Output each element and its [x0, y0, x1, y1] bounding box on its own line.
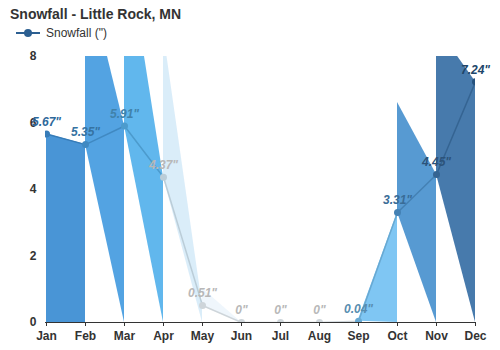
svg-text:0.04": 0.04": [344, 302, 373, 316]
svg-text:4.45": 4.45": [421, 155, 451, 169]
svg-text:Jan: Jan: [36, 329, 57, 343]
html-text:Snowfall ("): Snowfall ("): [46, 26, 107, 40]
svg-text:Oct: Oct: [387, 329, 407, 343]
svg-text:Jul: Jul: [272, 329, 289, 343]
svg-text:4: 4: [30, 182, 37, 196]
svg-text:Jun: Jun: [231, 329, 252, 343]
svg-text:8: 8: [30, 49, 37, 63]
svg-text:Apr: Apr: [153, 329, 174, 343]
svg-text:Nov: Nov: [425, 329, 448, 343]
svg-text:0": 0": [274, 303, 287, 317]
svg-text:4.37": 4.37": [148, 158, 178, 172]
svg-text:Aug: Aug: [308, 329, 331, 343]
html-text:Snowfall - Little Rock, MN: Snowfall - Little Rock, MN: [10, 6, 182, 22]
svg-text:Sep: Sep: [347, 329, 369, 343]
svg-text:Feb: Feb: [75, 329, 96, 343]
svg-text:0": 0": [313, 303, 326, 317]
svg-text:7.24": 7.24": [461, 63, 490, 77]
svg-text:5.91": 5.91": [110, 107, 139, 121]
svg-text:2: 2: [30, 249, 37, 263]
svg-text:3.31": 3.31": [383, 193, 412, 207]
svg-text:5.35": 5.35": [71, 125, 100, 139]
svg-text:May: May: [191, 329, 215, 343]
svg-text:0": 0": [235, 303, 248, 317]
svg-text:Dec: Dec: [464, 329, 486, 343]
svg-text:Mar: Mar: [114, 329, 136, 343]
svg-text:5.67": 5.67": [32, 115, 61, 129]
svg-text:0: 0: [30, 315, 37, 329]
svg-text:0.51": 0.51": [188, 286, 217, 300]
